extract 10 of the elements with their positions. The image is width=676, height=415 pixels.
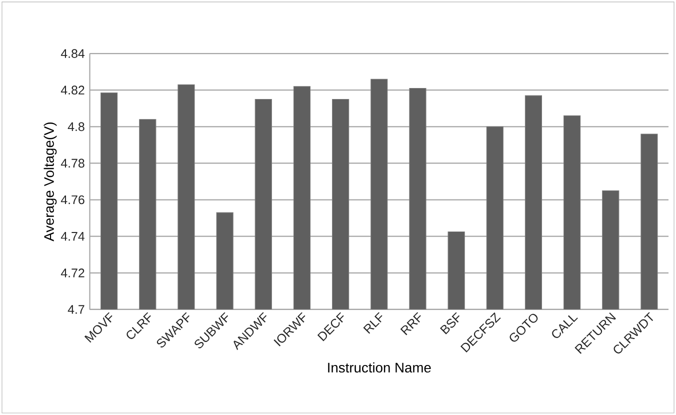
y-axis-title: Average Voltage(V) — [44, 122, 57, 242]
y-tick-label: 4.82 — [60, 86, 84, 95]
y-tick-label: 4.8 — [68, 122, 84, 132]
y-tick-label: 4.74 — [60, 232, 85, 241]
y-tick-label: 4.72 — [60, 268, 84, 278]
y-tick-label: 4.78 — [60, 158, 84, 168]
y-tick-label: 4.7 — [68, 305, 84, 314]
y-tick-label: 4.84 — [60, 49, 85, 58]
x-axis-title: Instruction Name — [328, 362, 431, 373]
y-tick-label: 4.76 — [60, 195, 84, 204]
